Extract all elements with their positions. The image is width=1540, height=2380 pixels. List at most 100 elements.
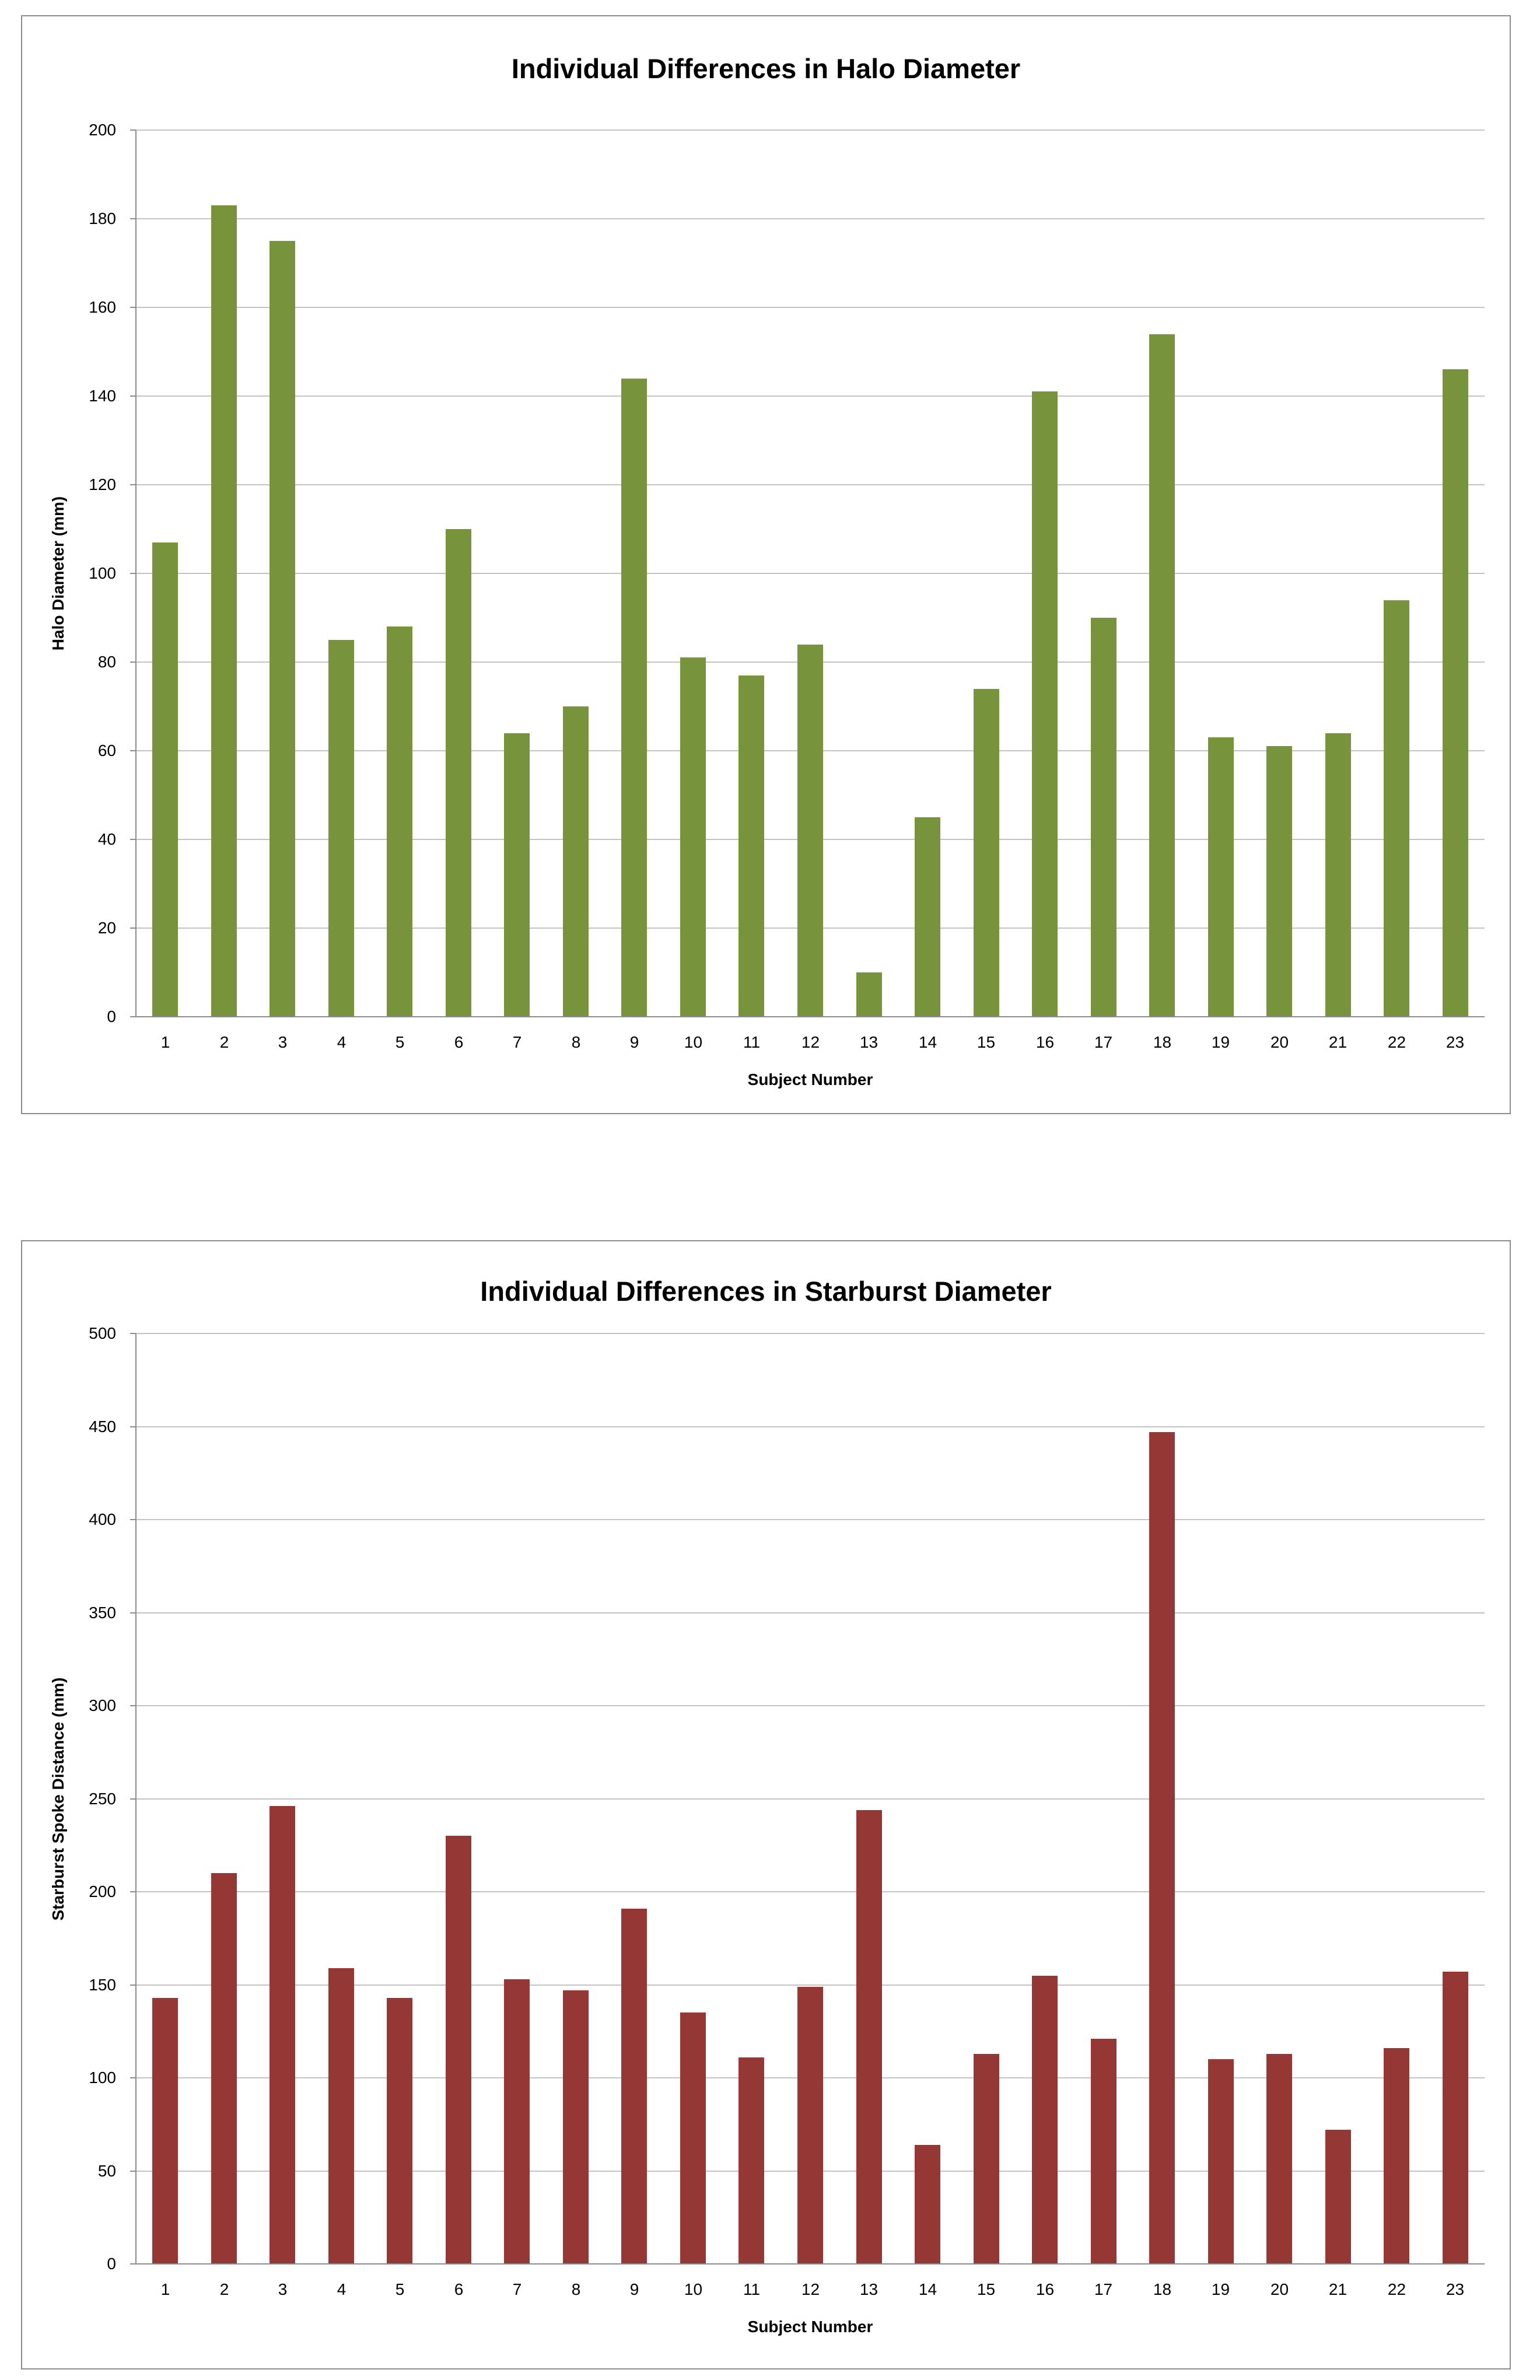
y-tick-label: 0 — [107, 1007, 116, 1026]
starburst-diameter-chart: Individual Differences in Starburst Diam… — [21, 1240, 1511, 2370]
x-tick-label: 14 — [918, 2280, 937, 2298]
y-tick-mark — [130, 218, 136, 219]
y-axis-line — [135, 130, 136, 1017]
y-tick-mark — [130, 2077, 136, 2078]
x-tick-label: 6 — [454, 2280, 464, 2298]
bar — [856, 972, 882, 1017]
gridline — [136, 1333, 1485, 1334]
y-tick-mark — [130, 662, 136, 663]
x-tick-label: 10 — [684, 2280, 703, 2298]
y-tick-label: 180 — [89, 209, 116, 228]
x-tick-label: 22 — [1387, 1033, 1406, 1051]
bar — [915, 817, 940, 1017]
x-tick-label: 21 — [1328, 1033, 1348, 1051]
y-tick-mark — [130, 484, 136, 485]
y-tick-mark — [130, 750, 136, 751]
y-tick-label: 20 — [97, 919, 116, 937]
bar — [1384, 600, 1409, 1017]
x-tick-label: 1 — [160, 2280, 170, 2298]
bar — [1325, 2130, 1351, 2264]
x-tick-label: 13 — [859, 2280, 878, 2298]
x-tick-label: 18 — [1153, 1033, 1172, 1051]
y-tick-mark — [130, 1705, 136, 1706]
plot-area — [136, 1333, 1485, 2264]
bar — [211, 205, 237, 1017]
x-tick-label: 5 — [395, 1033, 405, 1051]
y-tick-mark — [130, 839, 136, 840]
x-tick-label: 2 — [219, 1033, 229, 1051]
bar — [152, 1998, 178, 2264]
bar — [387, 626, 412, 1017]
x-axis-title: Subject Number — [747, 1070, 873, 1088]
gridline — [136, 130, 1485, 131]
y-tick-mark — [130, 2170, 136, 2172]
bar — [211, 1873, 237, 2264]
y-tick-label: 80 — [97, 653, 116, 671]
x-tick-label: 6 — [454, 1033, 464, 1051]
y-tick-label: 60 — [97, 741, 116, 760]
y-tick-label: 250 — [89, 1789, 116, 1808]
bar — [738, 2057, 764, 2264]
y-tick-label: 160 — [89, 298, 116, 316]
x-tick-label: 7 — [512, 1033, 522, 1051]
bar — [621, 379, 647, 1017]
x-tick-label: 17 — [1094, 1033, 1113, 1051]
gridline — [136, 1612, 1485, 1614]
x-tick-label: 3 — [278, 2280, 288, 2298]
x-tick-label: 21 — [1328, 2280, 1348, 2298]
bar — [1208, 2059, 1234, 2264]
bar — [1032, 391, 1058, 1017]
y-tick-label: 200 — [89, 121, 116, 139]
y-tick-mark — [130, 1426, 136, 1427]
x-tick-label: 8 — [571, 2280, 581, 2298]
chart-title: Individual Differences in Halo Diameter — [511, 53, 1021, 84]
y-tick-label: 450 — [89, 1417, 116, 1436]
x-axis-line — [130, 2263, 1485, 2264]
y-tick-label: 350 — [89, 1603, 116, 1622]
x-axis-line — [130, 1016, 1485, 1017]
bar — [446, 1836, 471, 2264]
x-axis-title: Subject Number — [747, 2318, 873, 2336]
x-tick-label: 16 — [1035, 2280, 1055, 2298]
x-tick-label: 19 — [1211, 1033, 1230, 1051]
y-tick-mark — [130, 1984, 136, 1986]
gridline — [136, 218, 1485, 219]
x-tick-label: 22 — [1387, 2280, 1406, 2298]
x-tick-label: 12 — [801, 1033, 820, 1051]
bar — [621, 1909, 647, 2264]
x-tick-label: 8 — [571, 1033, 581, 1051]
y-tick-label: 150 — [89, 1975, 116, 1994]
x-tick-label: 14 — [918, 1033, 937, 1051]
gridline — [136, 1798, 1485, 1800]
bar — [680, 2013, 706, 2264]
y-tick-label: 300 — [89, 1696, 116, 1714]
bar — [1091, 618, 1116, 1017]
bar — [152, 542, 178, 1017]
x-tick-label: 9 — [629, 2280, 639, 2298]
y-tick-label: 400 — [89, 1510, 116, 1528]
bar — [1266, 746, 1292, 1017]
bar — [797, 645, 823, 1017]
gridline — [136, 1984, 1485, 1986]
gridline — [136, 396, 1485, 397]
bar — [1325, 733, 1351, 1017]
x-tick-label: 3 — [278, 1033, 288, 1051]
bar — [680, 657, 706, 1017]
bar — [270, 241, 295, 1017]
gridline — [136, 1705, 1485, 1706]
gridline — [136, 484, 1485, 485]
y-tick-label: 0 — [107, 2255, 116, 2273]
x-tick-label: 10 — [684, 1033, 703, 1051]
bar — [1091, 2039, 1116, 2264]
y-tick-label: 200 — [89, 1882, 116, 1901]
y-tick-label: 50 — [97, 2161, 116, 2180]
y-tick-mark — [130, 1333, 136, 1334]
bar — [1149, 1432, 1175, 2264]
bar — [974, 689, 999, 1017]
x-tick-label: 5 — [395, 2280, 405, 2298]
y-tick-mark — [130, 1798, 136, 1800]
y-tick-mark — [130, 307, 136, 308]
bar — [563, 706, 589, 1017]
bar — [1149, 334, 1175, 1017]
y-tick-mark — [130, 573, 136, 574]
